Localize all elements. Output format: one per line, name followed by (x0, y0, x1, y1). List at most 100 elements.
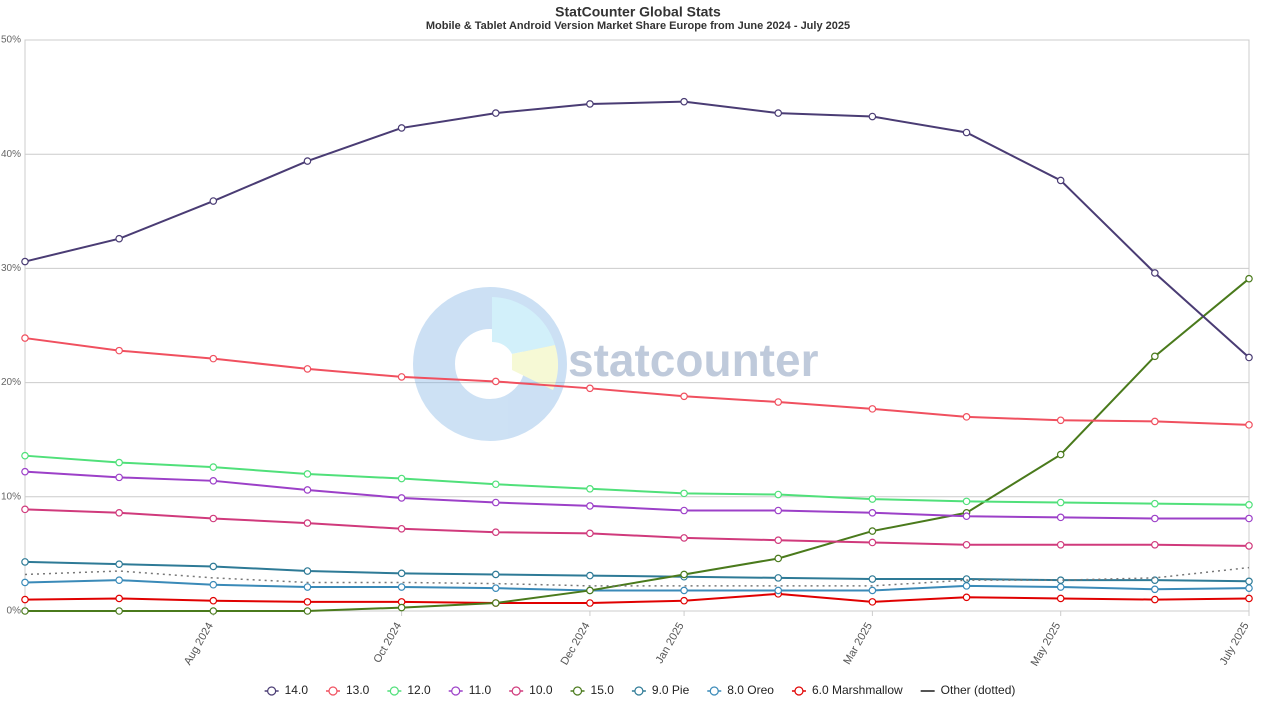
legend-swatch (794, 686, 804, 696)
data-point (586, 529, 594, 538)
data-point (397, 603, 406, 612)
data-point (774, 586, 783, 595)
series-line (24, 560, 1250, 583)
data-point (21, 257, 29, 266)
data-point (774, 506, 783, 515)
legend-swatch (328, 686, 338, 696)
data-point (1151, 269, 1159, 277)
legend-item: 14.0 (264, 683, 309, 697)
data-point (303, 157, 312, 165)
series-line (24, 470, 1249, 520)
legend-label: 9.0 Pie (652, 683, 690, 697)
plot-area (24, 39, 1250, 612)
data-point (680, 392, 688, 401)
legend-swatch (267, 686, 277, 696)
series-line (24, 508, 1250, 547)
data-point (209, 596, 218, 605)
data-point (1151, 514, 1159, 523)
data-point (397, 474, 406, 483)
series-line (24, 454, 1250, 506)
data-point (397, 124, 406, 132)
legend-label: 13.0 (346, 683, 370, 697)
data-point (397, 569, 406, 578)
data-point (21, 467, 29, 476)
data-point (586, 599, 594, 607)
legend-swatch (389, 686, 399, 696)
legend: 14.0 13.0 12.0 11.0 10.0 15.0 9.0 Pie 8.0 Oreo 6… (264, 683, 1015, 697)
y-tick-label: 40% (1, 149, 21, 160)
data-point (1245, 577, 1253, 586)
legend-label: 11.0 (469, 683, 492, 697)
y-tick-label: 30% (1, 263, 21, 274)
legend-label: 14.0 (285, 683, 309, 697)
data-point (1245, 353, 1253, 362)
data-point (868, 586, 877, 595)
data-point (491, 599, 500, 607)
data-point (680, 534, 688, 542)
data-point (1056, 498, 1065, 507)
data-point (209, 197, 218, 205)
data-point (1151, 417, 1159, 426)
series-line (25, 277, 1250, 612)
data-point (397, 583, 406, 591)
data-point (115, 508, 123, 517)
data-point (303, 365, 312, 373)
data-point (868, 112, 877, 121)
data-point (1056, 583, 1065, 591)
watermark: statcounter (413, 287, 819, 441)
data-point (491, 498, 500, 507)
data-point (1245, 594, 1253, 603)
data-point (868, 538, 877, 547)
series-line (24, 592, 1250, 605)
data-point (962, 593, 971, 602)
data-point (21, 505, 29, 514)
legend-label: 8.0 Oreo (727, 683, 774, 697)
data-point (491, 109, 500, 117)
data-point (774, 574, 783, 582)
data-point (680, 596, 688, 605)
legend-swatch (634, 686, 644, 696)
data-point (586, 384, 594, 393)
legend-swatch (451, 686, 461, 696)
series-line (24, 100, 1250, 359)
data-point (1056, 450, 1065, 459)
data-point (209, 463, 218, 471)
data-point (397, 373, 406, 381)
legend-label: 6.0 Marshmallow (812, 683, 903, 697)
data-point (1056, 540, 1065, 549)
legend-item: 8.0 Oreo (707, 683, 774, 697)
legend-label: 12.0 (407, 683, 431, 697)
data-point (303, 567, 312, 575)
data-point (680, 489, 688, 498)
data-point (21, 595, 29, 604)
data-point (774, 490, 783, 499)
data-point (586, 485, 594, 493)
data-point (680, 586, 688, 595)
data-point (115, 346, 123, 355)
data-point (586, 502, 594, 510)
y-tick-label: 50% (1, 35, 21, 46)
data-point (397, 494, 406, 502)
x-tick-label: Jan 2025 (654, 621, 687, 666)
legend-label: 15.0 (591, 683, 615, 697)
data-point (680, 506, 688, 515)
watermark-logo-segment (512, 345, 558, 390)
data-point (303, 583, 312, 591)
data-point (21, 334, 29, 342)
legend-item: 10.0 (509, 683, 553, 697)
data-point (962, 497, 971, 506)
data-point (1245, 542, 1253, 550)
data-point (586, 571, 594, 580)
data-point (962, 540, 971, 549)
data-point (680, 570, 688, 579)
legend-item: Other (dotted) (920, 683, 1015, 697)
watermark-logo (413, 287, 567, 441)
legend-item: 9.0 Pie (631, 683, 690, 697)
data-point (868, 527, 877, 535)
data-point (962, 512, 971, 521)
data-point (586, 100, 594, 108)
data-point (21, 558, 29, 566)
data-point (868, 508, 877, 517)
data-point (774, 536, 783, 544)
data-point (962, 413, 971, 421)
